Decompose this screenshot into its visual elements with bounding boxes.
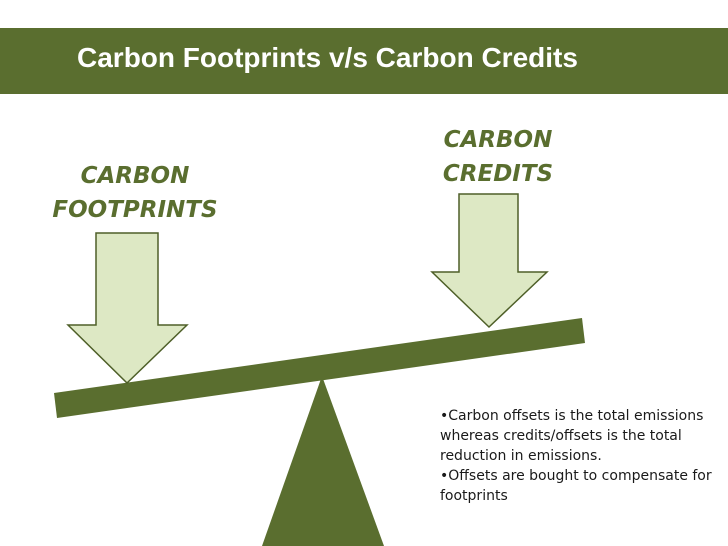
- carbon-footprints-label-line-2: FOOTPRINTS: [52, 197, 218, 223]
- credits-down-arrow-icon: [430, 193, 549, 329]
- title-bar: Carbon Footprints v/s Carbon Credits: [0, 28, 728, 94]
- note-1: •Carbon offsets is the total emissions w…: [440, 408, 704, 464]
- note-2: •Offsets are bought to compensate for fo…: [440, 468, 712, 504]
- footprints-down-arrow-icon: [66, 232, 189, 385]
- carbon-footprints-label-line-1: CARBON: [80, 163, 190, 189]
- carbon-footprints-label: CARBON FOOTPRINTS: [50, 159, 220, 227]
- slide-title: Carbon Footprints v/s Carbon Credits: [77, 42, 578, 73]
- carbon-credits-label: CARBON CREDITS: [408, 123, 588, 191]
- carbon-credits-label-line-2: CREDITS: [442, 161, 554, 187]
- carbon-credits-label-line-1: CARBON: [443, 127, 553, 153]
- fulcrum-triangle: [262, 376, 384, 546]
- notes-text: •Carbon offsets is the total emissions w…: [440, 406, 725, 506]
- seesaw-beam: [54, 318, 585, 418]
